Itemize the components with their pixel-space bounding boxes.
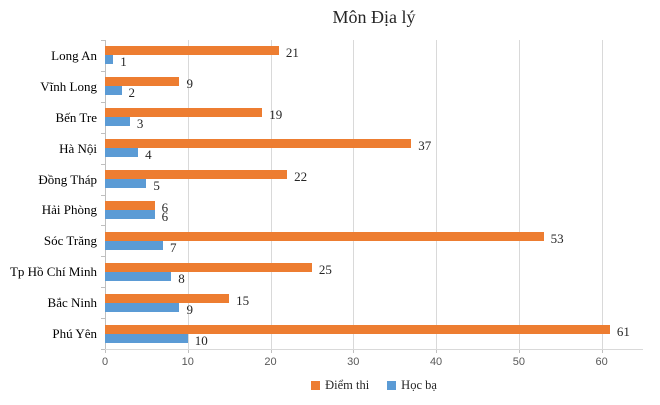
bar-diem-thi xyxy=(105,262,312,272)
y-axis-tick xyxy=(101,318,105,320)
bar-diem-thi xyxy=(105,231,544,241)
bar-diem-thi xyxy=(105,139,412,149)
value-label-hoc-ba: 5 xyxy=(153,178,160,194)
y-axis-tick xyxy=(101,101,105,103)
gridline xyxy=(270,40,272,349)
y-axis-tick xyxy=(101,70,105,72)
y-axis-tick xyxy=(101,132,105,134)
value-label-hoc-ba: 8 xyxy=(178,270,185,286)
bar-hoc-ba xyxy=(105,333,188,343)
category-label: Sóc Trăng xyxy=(43,233,97,249)
gridline xyxy=(353,40,355,349)
bar-hoc-ba xyxy=(105,148,139,158)
bar-diem-thi xyxy=(105,170,288,180)
bar-hoc-ba xyxy=(105,55,114,65)
bar-hoc-ba xyxy=(105,302,180,312)
value-label-diem-thi: 61 xyxy=(616,323,630,339)
x-axis-tick-label: 20 xyxy=(264,356,277,368)
bar-diem-thi xyxy=(105,108,263,118)
x-axis-tick xyxy=(518,349,520,353)
x-axis-tick-label: 60 xyxy=(595,356,608,368)
value-label-diem-thi: 15 xyxy=(236,292,250,308)
bar-hoc-ba xyxy=(105,271,172,281)
value-label-diem-thi: 9 xyxy=(186,76,193,92)
bar-diem-thi xyxy=(105,200,155,210)
bar-diem-thi xyxy=(105,324,610,334)
x-axis-tick-label: 50 xyxy=(512,356,525,368)
bar-diem-thi xyxy=(105,293,230,303)
x-axis-tick-label: 10 xyxy=(181,356,194,368)
category-label: Phú Yên xyxy=(52,326,97,342)
bar-diem-thi xyxy=(105,46,279,56)
value-label-hoc-ba: 1 xyxy=(120,54,127,70)
y-axis-tick xyxy=(101,194,105,196)
x-axis-tick xyxy=(353,349,355,353)
y-axis-tick xyxy=(101,40,105,41)
value-label-hoc-ba: 9 xyxy=(186,301,193,317)
value-label-hoc-ba: 2 xyxy=(128,85,136,101)
value-label-diem-thi: 6 xyxy=(161,199,169,215)
category-label: Đồng Tháp xyxy=(38,171,97,187)
category-label: Bến Tre xyxy=(55,109,97,125)
value-label-diem-thi: 21 xyxy=(285,45,299,61)
category-label: Hải Phòng xyxy=(41,202,97,218)
bar-hoc-ba xyxy=(105,240,163,250)
gridline xyxy=(518,40,520,349)
x-axis-tick xyxy=(270,349,272,353)
x-axis-tick xyxy=(601,349,603,353)
x-axis-tick-label: 40 xyxy=(429,356,443,368)
category-label: Vĩnh Long xyxy=(40,78,97,94)
value-label-diem-thi: 22 xyxy=(294,169,308,185)
x-axis-line xyxy=(105,349,643,350)
legend-label-diem-thi: Điểm thi xyxy=(325,378,370,392)
x-axis-tick-label: 0 xyxy=(101,356,109,368)
value-label-hoc-ba: 7 xyxy=(169,239,177,255)
y-axis-tick xyxy=(101,287,105,289)
gridline xyxy=(601,40,603,349)
value-label-diem-thi: 53 xyxy=(550,230,564,246)
legend-swatch-diem-thi-icon xyxy=(311,381,321,390)
y-axis-tick xyxy=(101,225,105,227)
legend-item-hoc-ba: Học bạ xyxy=(387,378,437,393)
value-label-hoc-ba: 10 xyxy=(194,332,208,348)
value-label-hoc-ba: 6 xyxy=(161,208,169,224)
bar-hoc-ba xyxy=(105,179,147,189)
value-label-diem-thi: 19 xyxy=(269,107,283,123)
value-label-hoc-ba: 3 xyxy=(136,116,144,132)
category-label: Tp Hồ Chí Minh xyxy=(9,264,97,280)
gridline xyxy=(187,40,189,349)
legend-swatch-hoc-ba-icon xyxy=(387,381,397,390)
y-axis-tick xyxy=(101,163,105,165)
legend: Điểm thi Học bạ xyxy=(105,378,643,393)
bar-hoc-ba xyxy=(105,209,155,219)
x-axis-tick xyxy=(436,349,438,353)
legend-item-diem-thi: Điểm thi xyxy=(311,378,369,393)
y-axis-tick xyxy=(101,349,105,350)
chart-title: Môn Địa lý xyxy=(332,7,416,27)
gridline xyxy=(436,40,438,349)
value-label-diem-thi: 25 xyxy=(318,261,332,277)
x-axis-tick-label: 30 xyxy=(347,356,360,368)
bar-hoc-ba xyxy=(105,117,130,127)
y-axis-line xyxy=(105,40,106,349)
y-axis-tick xyxy=(101,256,105,258)
category-label: Long An xyxy=(51,47,97,63)
category-label: Bắc Ninh xyxy=(47,295,97,311)
legend-label-hoc-ba: Học bạ xyxy=(401,378,437,392)
value-label-hoc-ba: 4 xyxy=(145,147,152,163)
x-axis-tick xyxy=(105,349,106,353)
bar-hoc-ba xyxy=(105,86,122,96)
category-label: Hà Nội xyxy=(59,140,97,156)
x-axis-tick xyxy=(187,349,189,353)
bar-diem-thi xyxy=(105,77,180,87)
value-label-diem-thi: 37 xyxy=(418,138,432,154)
